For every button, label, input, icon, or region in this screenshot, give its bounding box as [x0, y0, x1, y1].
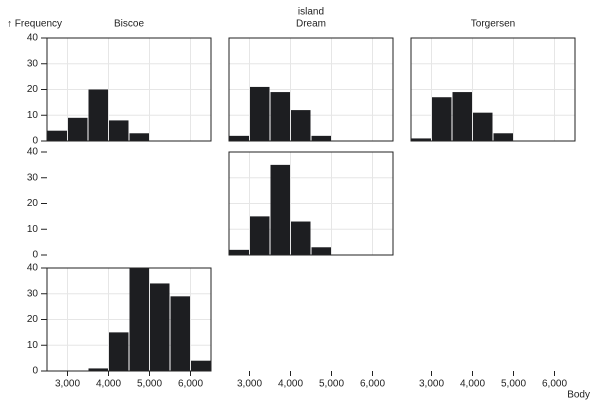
- facet-frame: [228, 37, 394, 142]
- y-tick-label: 0: [32, 366, 38, 377]
- x-axis-label: Body: [567, 390, 590, 401]
- x-tick-label: 6,000: [360, 379, 385, 390]
- x-tick-label: 4,000: [96, 379, 121, 390]
- bar: [473, 112, 493, 141]
- bar: [291, 221, 311, 255]
- bar: [88, 368, 108, 371]
- bar: [311, 135, 331, 141]
- x-tick-label: 3,000: [419, 379, 444, 390]
- facet-frame: [410, 37, 576, 142]
- facet-frame: [228, 151, 394, 256]
- y-tick-label: 30: [27, 58, 39, 69]
- y-tick-label: 40: [27, 263, 39, 274]
- bar: [493, 133, 513, 141]
- bar: [432, 97, 452, 141]
- bar: [229, 249, 249, 255]
- y-tick-label: 40: [27, 147, 39, 158]
- bar: [191, 360, 211, 371]
- x-tick-label: 5,000: [319, 379, 344, 390]
- bar: [150, 283, 170, 371]
- y-tick-label: 10: [27, 224, 39, 235]
- bar: [291, 110, 311, 141]
- y-tick-label: 20: [27, 84, 39, 95]
- x-tick-label: 4,000: [460, 379, 485, 390]
- bar: [270, 164, 290, 255]
- bar: [170, 296, 190, 371]
- x-tick-label: 4,000: [278, 379, 303, 390]
- bar: [109, 332, 129, 371]
- bar: [311, 247, 331, 255]
- bar: [250, 216, 270, 255]
- x-tick-label: 6,000: [542, 379, 567, 390]
- bar: [129, 133, 149, 141]
- facet-title: island: [298, 7, 324, 18]
- bar: [411, 138, 431, 141]
- y-tick-label: 30: [27, 288, 39, 299]
- y-tick-label: 0: [32, 136, 38, 147]
- bar: [47, 130, 67, 141]
- column-label: Dream: [296, 19, 326, 30]
- bar: [452, 92, 472, 141]
- x-tick-label: 3,000: [237, 379, 262, 390]
- bar: [250, 86, 270, 141]
- facet-frame: [46, 37, 212, 142]
- bar: [270, 92, 290, 141]
- x-tick-label: 6,000: [178, 379, 203, 390]
- column-label: Torgersen: [471, 19, 515, 30]
- y-tick-label: 0: [32, 250, 38, 261]
- column-label: Biscoe: [114, 19, 144, 30]
- x-tick-label: 5,000: [137, 379, 162, 390]
- y-tick-label: 10: [27, 110, 39, 121]
- bar: [229, 135, 249, 141]
- y-tick-label: 20: [27, 314, 39, 325]
- bar: [68, 117, 88, 141]
- y-axis-label: ↑ Frequency: [7, 19, 62, 30]
- x-tick-label: 5,000: [501, 379, 526, 390]
- y-tick-label: 20: [27, 198, 39, 209]
- facet-frame: [46, 267, 212, 372]
- x-tick-label: 3,000: [55, 379, 80, 390]
- bar: [129, 268, 149, 371]
- bar: [109, 120, 129, 141]
- y-tick-label: 10: [27, 340, 39, 351]
- y-tick-label: 40: [27, 33, 39, 44]
- bar: [88, 89, 108, 141]
- y-tick-label: 30: [27, 172, 39, 183]
